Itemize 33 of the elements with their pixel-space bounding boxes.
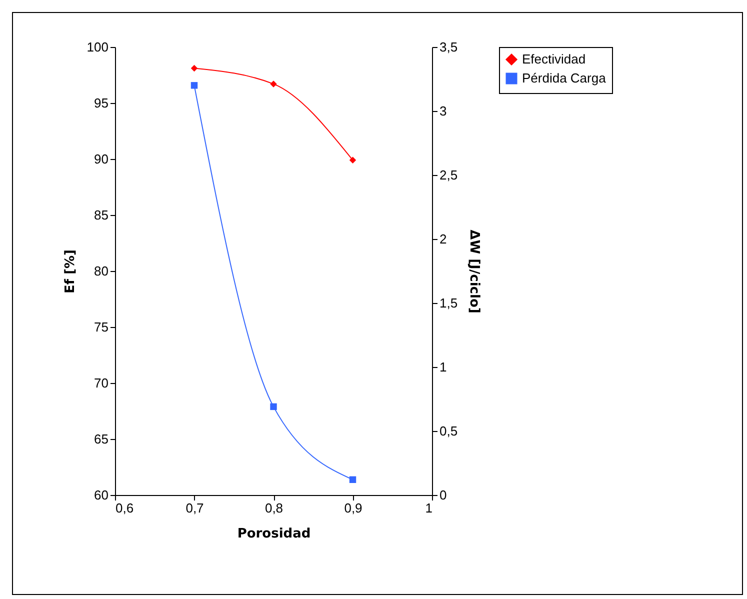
y2-tick-label: 2,5 — [440, 168, 458, 182]
x-tick-label: 1 — [425, 500, 432, 516]
y2-tick-label: 1,5 — [440, 296, 458, 310]
legend-label: Efectividad — [522, 52, 586, 66]
x-tick-label: 0,6 — [116, 500, 134, 516]
x-tick-label: 0,8 — [264, 500, 284, 516]
y-tick-label: 80 — [94, 264, 108, 278]
point — [190, 64, 198, 72]
y-tick-label: 60 — [94, 488, 108, 502]
y2-tick-label: 3 — [440, 104, 447, 118]
y2-tick-label: 0,5 — [440, 424, 458, 438]
y-tick-label: 75 — [94, 320, 108, 334]
y-axis-title: Ef [%] — [62, 250, 78, 294]
x-tick-label: 0,7 — [186, 500, 204, 516]
point — [349, 476, 356, 483]
y2-tick-label: 2 — [440, 232, 447, 246]
y2-tick-label: 3,5 — [440, 40, 458, 54]
y-tick-label: 100 — [86, 40, 108, 54]
legend-label: Pérdida Carga — [522, 70, 607, 86]
y-tick-label: 70 — [94, 376, 108, 390]
y-tick-label: 65 — [94, 432, 108, 446]
y2-tick-label: 0 — [440, 488, 447, 502]
y-tick-label: 85 — [94, 208, 108, 222]
x-tick-label: 0,9 — [344, 500, 362, 516]
point — [349, 156, 356, 164]
y-tick-label: 90 — [94, 152, 108, 166]
y-tick-label: 95 — [94, 96, 108, 110]
y2-axis-title: ΔW [J/ciclo] — [466, 230, 482, 314]
point — [270, 403, 277, 410]
point — [190, 82, 198, 89]
point — [270, 80, 277, 88]
x-axis-title: Porosidad — [237, 526, 311, 542]
y2-tick-label: 1 — [440, 360, 447, 374]
